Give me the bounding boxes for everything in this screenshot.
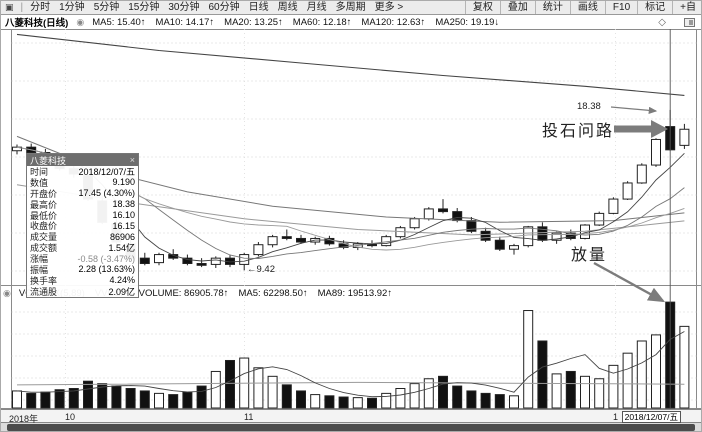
info-row-value: 2.09亿 [108,286,135,297]
toolbar-button[interactable]: 复权 [464,1,500,14]
info-row: 开盘价 17.45 (4.30%) [27,188,138,199]
high-price-annotation: 18.38 [577,101,601,112]
ma-values: MA5: 15.40↑ MA10: 14.17↑ MA20: 13.25↑ MA60:… [92,17,499,28]
period-tab[interactable]: 更多 > [374,2,404,13]
info-row-label: 收盘价 [30,221,58,232]
window-icon[interactable]: ▣ [5,2,14,12]
crosshair-diamond-icon[interactable]: ◇ [658,16,666,28]
info-row-value: 86906 [109,231,135,242]
toolbar-button[interactable]: 画线 [569,1,605,14]
info-row: 最高价 18.38 [27,199,138,210]
toolbar-button[interactable]: 标记 [637,1,672,14]
time-axis: 2018年 10 11 1 2018/12/07/五 [1,409,701,424]
info-row-value: 2.28 (13.63%) [78,264,135,275]
toolbar-right: 复权 叠加 统计 画线 F10 标记 +自 [464,1,701,14]
volume-dot-icon[interactable]: ◉ [3,288,11,298]
tabs-host: 分时 1分钟 5分钟 15分钟 30分钟 60分钟 日线 周线 月线 多周期 更多 > [30,1,403,14]
volume-value: VOLUME: 86905.78↑ [138,288,229,299]
info-row: 成交量 86906 [27,231,138,243]
period-tab[interactable]: 日线 [248,2,269,13]
period-tab[interactable]: 周线 [277,2,298,13]
stock-title: 八菱科技(日线) [5,18,69,29]
indicator-dot-icon[interactable]: ◉ [76,16,85,27]
ma-value: MA250: 19.19↓ [435,16,500,28]
period-tab[interactable]: 15分钟 [128,2,160,13]
toolbar-button[interactable]: 叠加 [499,1,535,14]
info-row-value: 2018/12/07/五 [78,166,135,177]
axis-month-label: 10 [65,411,76,422]
ma-info-bar: 八菱科技(日线) ◉ MA5: 15.40↑ MA10: 14.17↑ MA20: … [1,15,701,29]
info-row-label: 最高价 [30,199,58,210]
panel-toggle-icon[interactable] [684,17,695,27]
volume-value: MA89: 19513.92↑ [317,288,393,299]
ma-value: MA5: 15.40↑ [92,16,146,28]
info-row-value: 1.54亿 [108,243,135,254]
axis-month-label: 1 [613,411,619,422]
info-row: 成交额 1.54亿 [27,242,138,253]
ma-value: MA120: 12.63↑ [361,16,426,28]
info-row-value: 16.15 [112,220,135,231]
period-tabbar: ▣ | 分时 1分钟 5分钟 15分钟 30分钟 60分钟 日线 周线 月线 多周期 更多 > 复权… [1,1,701,15]
ma-value: MA60: 12.18↑ [292,16,352,28]
info-rows: 时间 2018/12/07/五 数值 9.190 开盘价 17.45 (4.30… [27,166,138,297]
ma-value: MA20: 13.25↑ [224,16,283,28]
info-row-value: 16.10 [112,210,135,220]
horizontal-scrollbar[interactable] [1,423,701,431]
info-row: 换手率 4.24% [27,275,138,286]
info-row-label: 涨幅 [30,254,49,265]
period-tabs: ▣ | 分时 1分钟 5分钟 15分钟 30分钟 60分钟 日线 周线 月线 多周期 更多 > [1,1,465,14]
period-tab[interactable]: 5分钟 [93,2,120,13]
info-row-value: 17.45 (4.30%) [78,188,135,199]
toolbar-button[interactable]: F10 [604,1,637,14]
info-row-value: -0.58 (-3.47%) [77,253,135,264]
info-row: 流通股 2.09亿 [27,286,138,297]
info-row-label: 换手率 [30,275,58,286]
scrollbar-thumb[interactable] [7,424,695,431]
info-row: 最低价 16.10 [27,210,138,221]
info-row-value: 18.38 [112,199,135,210]
info-row: 振幅 2.28 (13.63%) [27,264,138,275]
info-row: 时间 2018/12/07/五 [27,166,138,177]
info-panel-title: 八菱科技 [30,155,67,166]
toolbar-button[interactable]: +自 [672,1,701,14]
info-row: 涨幅 -0.58 (-3.47%) [27,253,138,265]
info-row-label: 流通股 [30,286,58,297]
axis-month-label: 2018年 [9,413,39,424]
info-row: 收盘价 16.15 [27,220,138,232]
quote-info-panel: 八菱科技 × 时间 2018/12/07/五 数值 9.190 开盘价 17.4… [26,153,139,298]
period-tab[interactable]: 30分钟 [168,2,200,13]
period-tab[interactable]: 分时 [30,2,51,13]
info-row-label: 最低价 [30,210,58,221]
info-row: 数值 9.190 [27,177,138,188]
info-row-value: 9.190 [112,177,135,188]
period-tab[interactable]: 1分钟 [59,2,85,13]
volume-value: MA5: 62298.50↑ [238,288,308,299]
probe-annotation: 投石问路 [542,123,615,140]
info-row-label: 时间 [30,166,49,177]
info-row-value: 4.24% [109,275,135,286]
low-price-annotation: ←9.42 [247,264,275,275]
info-row-label: 成交量 [30,232,58,243]
info-row-label: 开盘价 [30,188,58,199]
selected-date-label: 2018/12/07/五 [621,410,681,423]
toolbar-button[interactable]: 统计 [534,1,570,14]
period-tab[interactable]: 60分钟 [208,2,240,13]
info-row-label: 成交额 [30,243,58,254]
info-row-label: 数值 [30,177,49,188]
axis-month-label: 11 [244,411,254,422]
close-icon[interactable]: × [129,155,135,165]
tab-divider: | [20,2,24,13]
volume-surge-annotation: 放量 [571,247,608,264]
info-row-label: 振幅 [30,264,49,275]
period-tab[interactable]: 月线 [306,2,327,13]
period-tab[interactable]: 多周期 [335,2,366,13]
ma-value: MA10: 14.17↑ [155,16,215,28]
